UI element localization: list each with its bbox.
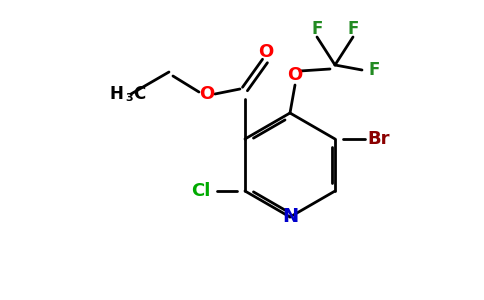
Text: C: C [133,85,145,103]
Text: Cl: Cl [191,182,211,200]
Text: 3: 3 [125,93,133,103]
Text: N: N [282,208,298,226]
Text: O: O [287,66,302,84]
Text: H: H [109,85,123,103]
Text: O: O [199,85,214,103]
Text: Br: Br [368,130,390,148]
Text: F: F [368,61,379,79]
Text: O: O [258,43,273,61]
Text: F: F [348,20,359,38]
Text: F: F [311,20,323,38]
